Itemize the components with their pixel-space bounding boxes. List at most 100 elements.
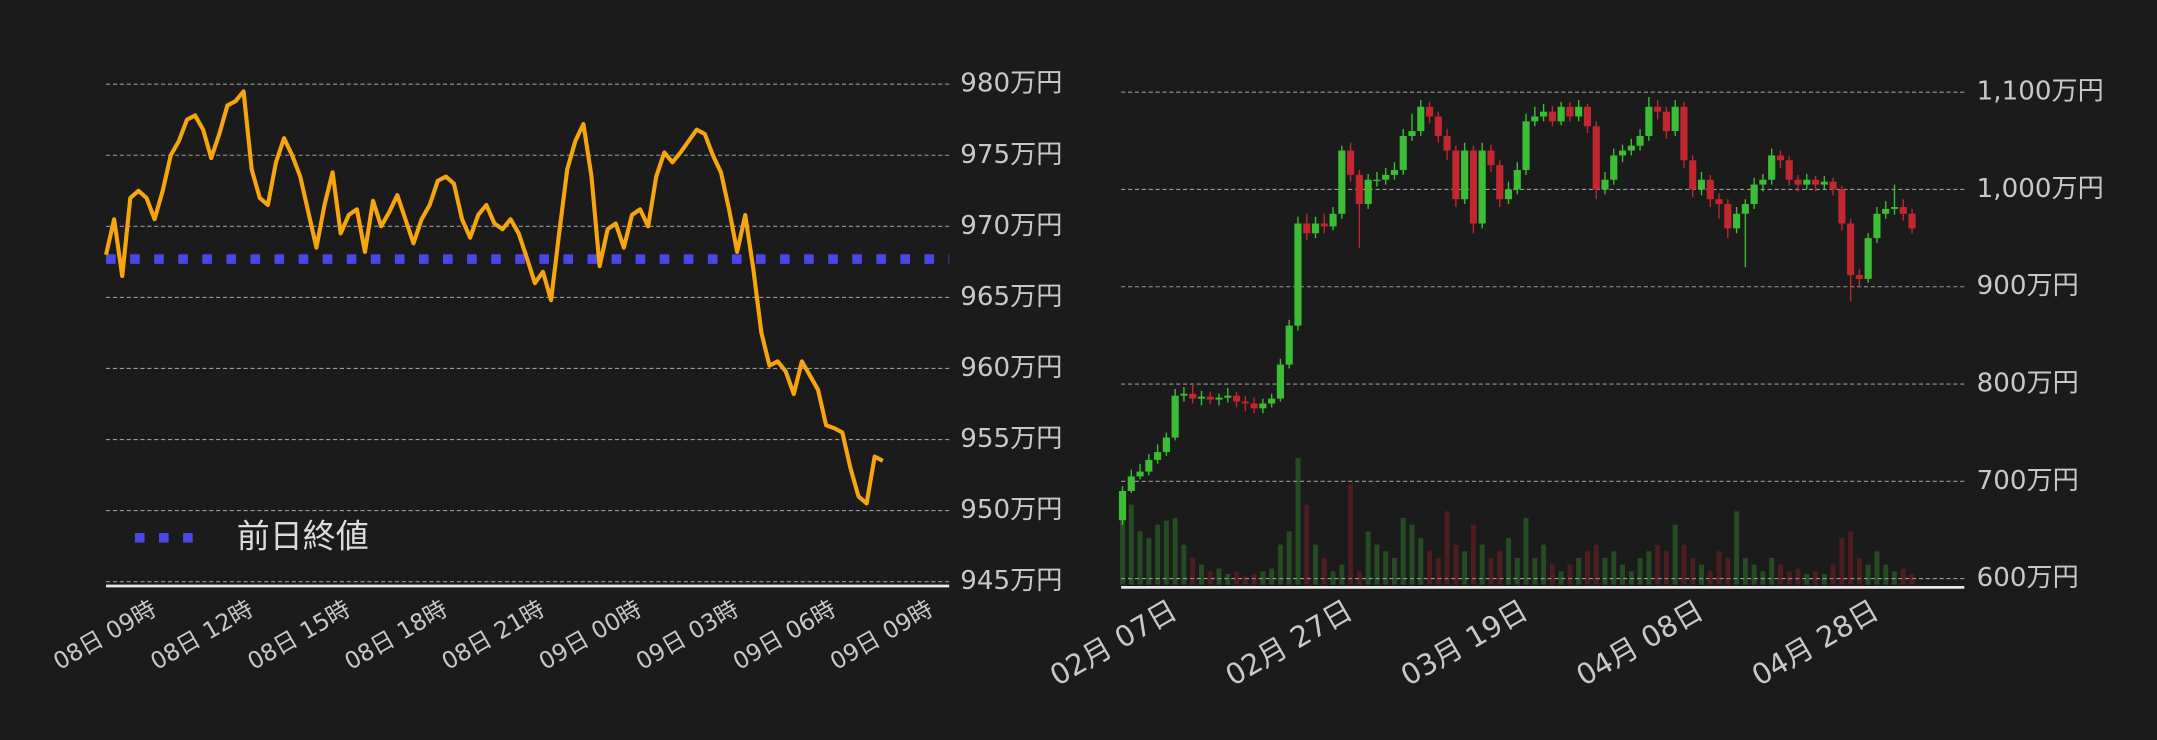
candle-body	[1733, 213, 1741, 229]
volume-bar	[1681, 544, 1687, 585]
volume-bar	[1470, 524, 1476, 585]
volume-bar	[1549, 564, 1555, 585]
candle-body	[1329, 213, 1337, 227]
price-line	[104, 89, 884, 506]
candle-body	[1618, 150, 1627, 156]
volume-bar	[1444, 511, 1450, 585]
candle-body	[1838, 189, 1846, 224]
candle-body	[1610, 155, 1618, 180]
volume-bar	[1462, 551, 1468, 585]
volume-bar	[1646, 551, 1652, 585]
y-tick-label: 600万円	[1977, 563, 2079, 593]
candle-body	[1408, 131, 1416, 136]
volume-bar	[1830, 564, 1836, 585]
candle-body	[1373, 179, 1381, 182]
volume-bar	[1313, 544, 1318, 585]
volume-bar	[1321, 557, 1327, 585]
volume-bar	[1593, 544, 1599, 585]
candle-body	[1531, 116, 1539, 122]
y-tick-label: 980万円	[960, 69, 1062, 99]
candle-body	[1855, 275, 1863, 279]
volume-bar	[1234, 571, 1240, 585]
candle-body	[1136, 471, 1144, 477]
volume-bar	[1699, 564, 1704, 585]
volume-bar	[1769, 557, 1775, 585]
candle-body	[1899, 206, 1907, 214]
volume-bar	[1742, 557, 1748, 585]
candle-body	[1197, 396, 1206, 399]
volume-bar	[1628, 571, 1634, 585]
volume-bar	[1874, 551, 1880, 585]
volume-bar	[1365, 531, 1371, 585]
volume-bar	[1146, 537, 1152, 585]
y-tick-label: 945万円	[960, 566, 1062, 596]
candle-body	[1636, 135, 1644, 146]
candle-body	[1882, 208, 1890, 214]
candle-body	[1399, 135, 1407, 171]
volume-bar	[1839, 537, 1845, 585]
candle-body	[1162, 437, 1170, 453]
candle-body	[1461, 150, 1469, 200]
candle-body	[1250, 403, 1258, 409]
candle-body	[1873, 213, 1881, 239]
volume-bar	[1900, 568, 1906, 585]
volume-bar	[1374, 544, 1380, 585]
volume-bar	[1734, 511, 1740, 585]
candle-body	[1241, 401, 1249, 404]
candle-body	[1320, 223, 1328, 227]
volume-bar	[1760, 571, 1766, 585]
candle-body	[1759, 179, 1767, 185]
candle-body	[1706, 179, 1714, 200]
candle-body	[1776, 155, 1785, 161]
y-tick-label: 960万円	[960, 353, 1062, 383]
candle-body	[1276, 364, 1284, 399]
candle-body	[1390, 170, 1399, 175]
volume-bar	[1716, 551, 1722, 585]
candle-body	[1864, 238, 1872, 279]
volume-bar	[1207, 571, 1213, 585]
y-tick-label: 970万円	[960, 211, 1062, 241]
volume-bar	[1427, 551, 1433, 585]
y-tick-label: 975万円	[960, 140, 1062, 170]
volume-bar	[1216, 568, 1222, 585]
candle-body	[1829, 181, 1837, 190]
candle-body	[1171, 395, 1179, 438]
volume-bar	[1602, 557, 1608, 585]
candle-body	[1513, 170, 1521, 190]
volume-bar	[1541, 544, 1547, 585]
y-tick-label: 955万円	[960, 424, 1062, 454]
volume-bar	[1260, 571, 1266, 585]
candle-body	[1303, 223, 1311, 234]
volume-bar	[1163, 520, 1169, 585]
volume-bar	[1532, 557, 1538, 585]
candle-body	[1504, 189, 1513, 200]
candle-body	[1689, 160, 1697, 190]
volume-bar	[1707, 571, 1713, 585]
volume-bar	[1172, 517, 1178, 585]
candle-body	[1741, 204, 1749, 214]
y-tick-label: 965万円	[960, 282, 1062, 312]
volume-bar	[1190, 557, 1196, 585]
candle-body	[1601, 179, 1609, 190]
volume-bar	[1348, 484, 1354, 585]
candle-body	[1364, 179, 1372, 205]
candle-body	[1180, 393, 1188, 396]
volume-bar	[1251, 573, 1257, 585]
candle-body	[1145, 459, 1153, 472]
candle-body	[1697, 179, 1706, 190]
volume-bar	[1383, 551, 1389, 585]
candle-body	[1232, 395, 1241, 402]
volume-bar	[1339, 564, 1345, 585]
volume-bar	[1856, 557, 1862, 585]
candle-body	[1215, 397, 1223, 400]
candle-body	[1540, 111, 1548, 117]
candle-body	[1127, 476, 1135, 492]
candle-body	[1592, 126, 1600, 190]
volume-bar	[1277, 544, 1283, 585]
volume-bar	[1690, 557, 1696, 585]
candle-body	[1434, 116, 1442, 136]
candle-body	[1794, 179, 1802, 185]
volume-bar	[1672, 524, 1678, 585]
